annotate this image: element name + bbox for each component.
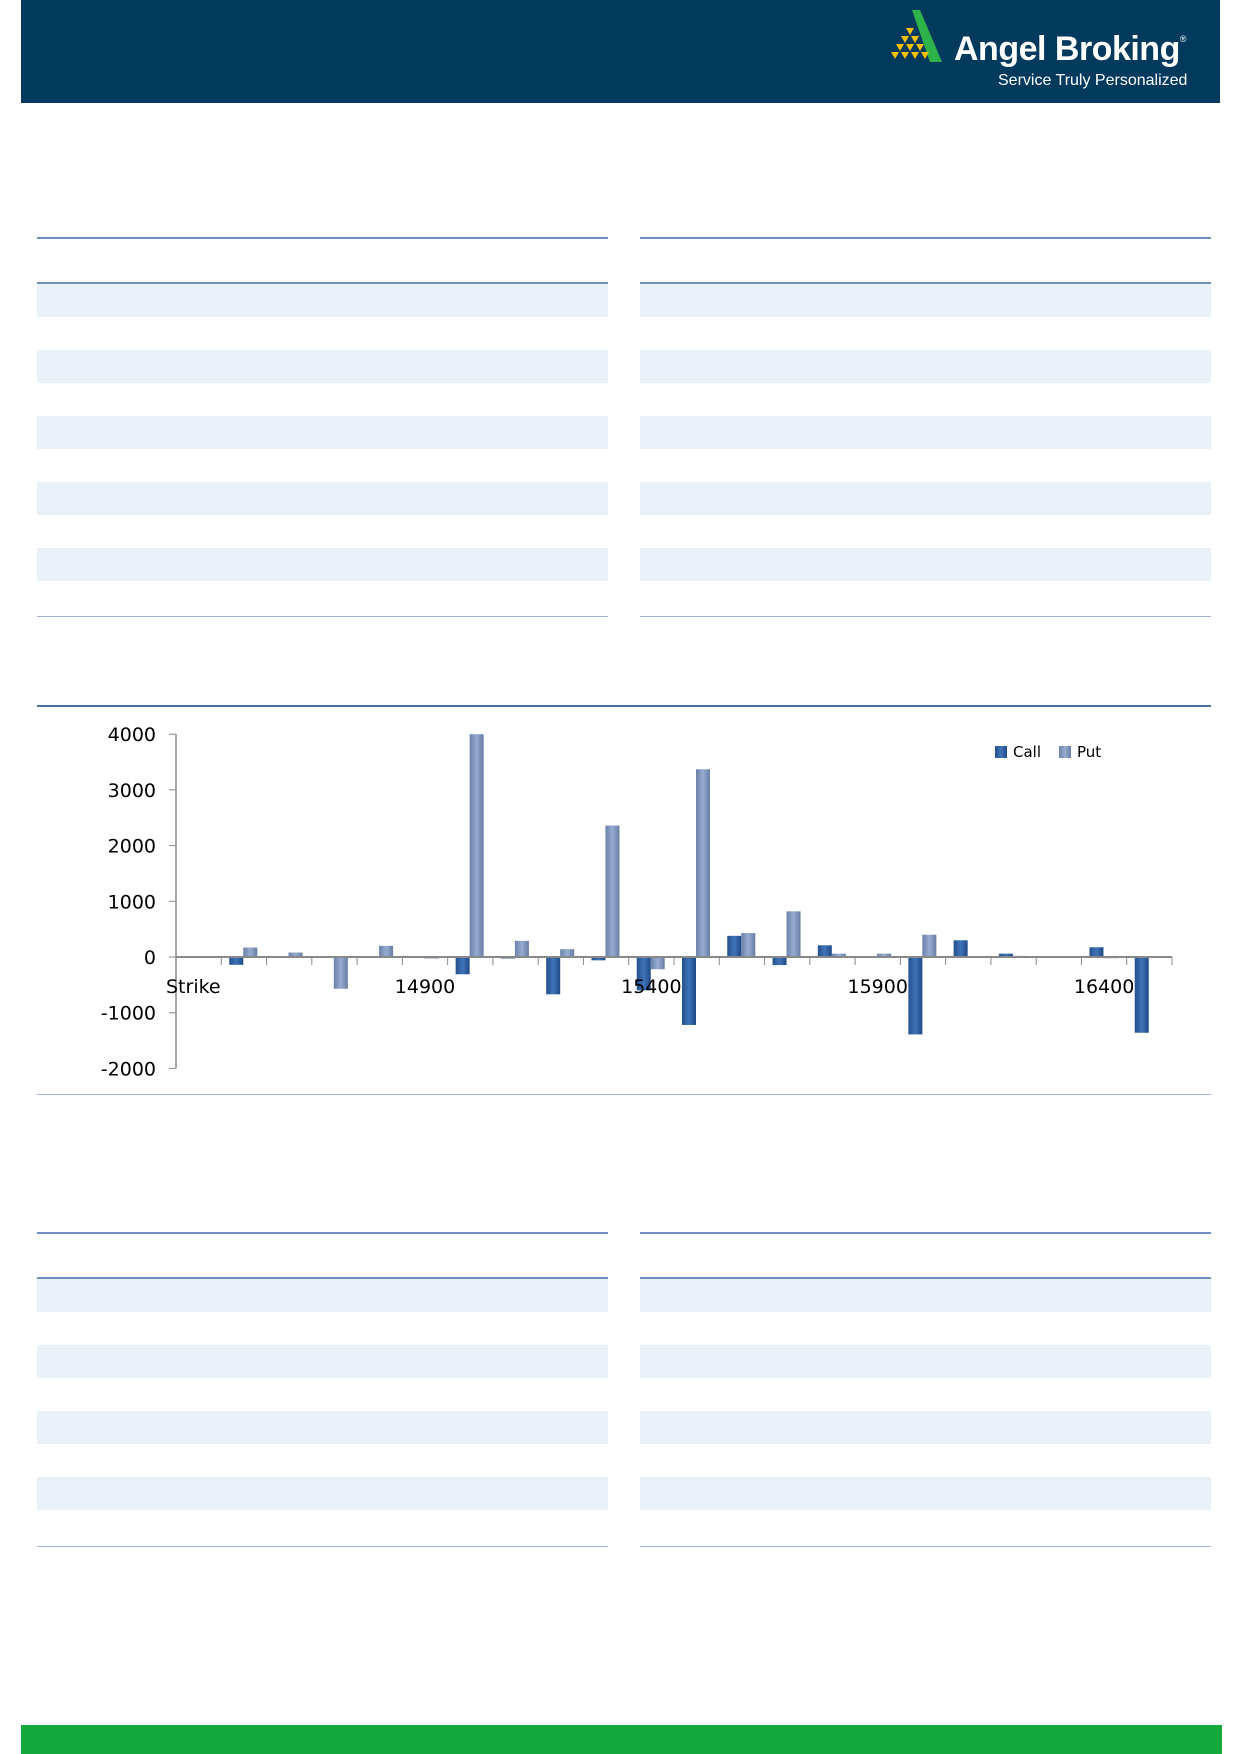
put-bar: [605, 825, 620, 957]
put-bar: [379, 945, 394, 957]
table-row: [640, 1411, 1211, 1444]
table-top-rule: [640, 237, 1211, 239]
x-tick-label: 16400: [1074, 976, 1134, 998]
put-bar: [650, 957, 665, 970]
table-bottom-rule: [37, 1546, 608, 1547]
table-row: [37, 416, 608, 449]
table-top-rule: [37, 237, 608, 239]
legend-label-call: Call: [1013, 743, 1041, 761]
put-bar: [696, 769, 710, 957]
call-bar: [908, 957, 923, 1035]
table-row: [640, 350, 1211, 383]
chart-bottom-rule: [37, 1094, 1211, 1095]
table-row: [640, 1345, 1211, 1378]
put-bar: [514, 940, 529, 957]
put-bar: [333, 957, 348, 989]
put-bar: [741, 933, 756, 957]
call-bar: [772, 957, 787, 966]
table-row: [37, 350, 608, 383]
put-bar: [243, 947, 258, 957]
table-header-rule: [640, 1277, 1211, 1279]
put-bar: [922, 934, 937, 957]
table-top-rule: [640, 1232, 1211, 1234]
call-bar: [817, 945, 832, 957]
table-row: [640, 284, 1211, 317]
legend-swatch-call: [995, 746, 1007, 758]
table-row: [640, 1279, 1211, 1312]
call-bar: [1134, 957, 1149, 1033]
page-footer-bar: [21, 1725, 1222, 1754]
registered-mark: ®: [1179, 34, 1187, 44]
table-header-rule: [37, 282, 608, 284]
legend-swatch-put: [1059, 746, 1071, 758]
y-tick-label: -2000: [101, 1058, 156, 1080]
table-row: [640, 416, 1211, 449]
table-row: [640, 548, 1211, 581]
put-bar: [786, 911, 801, 957]
put-bar: [877, 953, 892, 957]
table-header-rule: [37, 1277, 608, 1279]
chart-top-rule: [37, 705, 1211, 707]
y-tick-label: 2000: [108, 836, 156, 858]
call-bar: [546, 957, 561, 995]
table-bottom-rule: [640, 1546, 1211, 1547]
x-tick-label: 14900: [395, 976, 455, 998]
table-row: [37, 1411, 608, 1444]
table-top-rule: [37, 1232, 608, 1234]
call-bar: [998, 953, 1013, 957]
table-row: [640, 482, 1211, 515]
x-tick-label: Strike: [166, 976, 221, 998]
brand-name: Angel Broking®: [954, 30, 1186, 69]
table-row: [37, 1279, 608, 1312]
table-row: [37, 284, 608, 317]
y-tick-label: 1000: [108, 891, 156, 913]
page-header: Angel Broking® Service Truly Personalize…: [21, 0, 1220, 103]
call-bar: [682, 957, 696, 1025]
angel-broking-logo: Angel Broking® Service Truly Personalize…: [884, 8, 1188, 98]
put-bar: [560, 949, 575, 957]
call-bar: [1089, 947, 1104, 957]
call-bar: [455, 957, 470, 975]
call-bar: [229, 957, 244, 965]
table-row: [640, 1477, 1211, 1510]
put-bar: [469, 734, 484, 957]
put-bar: [288, 952, 303, 957]
y-tick-label: -1000: [101, 1003, 156, 1025]
legend-label-put: Put: [1077, 743, 1101, 761]
put-bar: [831, 953, 846, 957]
table-bottom-rule: [37, 616, 608, 617]
table-row: [37, 548, 608, 581]
table-row: [37, 482, 608, 515]
call-bar: [636, 957, 651, 991]
y-tick-label: 0: [144, 947, 156, 969]
x-tick-label: 15900: [848, 976, 908, 998]
call-bar: [953, 940, 968, 957]
call-bar: [727, 935, 742, 957]
y-tick-label: 4000: [108, 724, 156, 746]
brand-tagline: Service Truly Personalized: [998, 72, 1188, 89]
x-tick-label: 15400: [621, 976, 681, 998]
logo-pyramid-icon: [891, 10, 942, 62]
table-row: [37, 1477, 608, 1510]
table-row: [37, 1345, 608, 1378]
brand-name-text: Angel Broking: [954, 30, 1180, 68]
table-bottom-rule: [640, 616, 1211, 617]
y-tick-label: 3000: [108, 780, 156, 802]
table-header-rule: [640, 282, 1211, 284]
call-bar: [591, 957, 606, 961]
